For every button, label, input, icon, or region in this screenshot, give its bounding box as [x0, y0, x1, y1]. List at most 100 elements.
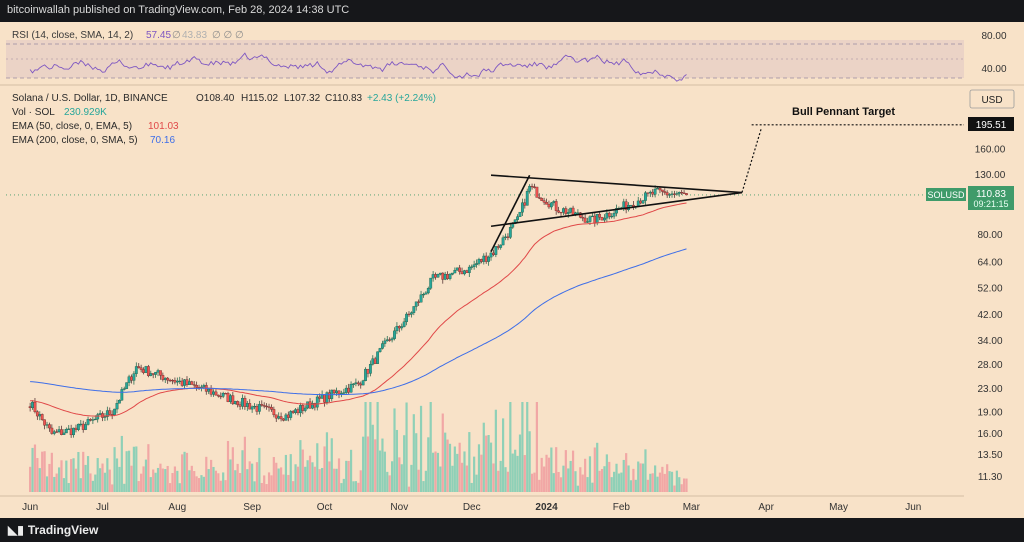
volume-bar: [181, 454, 184, 492]
legend-symbol: Solana / U.S. Dollar, 1D, BINANCE: [12, 93, 168, 104]
candle-body: [373, 358, 377, 364]
candle-body: [130, 376, 133, 381]
volume-bar: [564, 450, 567, 492]
candle-body: [368, 364, 372, 374]
volume-bar: [620, 472, 623, 492]
volume-bar: [603, 466, 606, 492]
volume-bar: [260, 482, 263, 492]
candle-body: [586, 221, 589, 223]
volume-bar: [412, 414, 415, 492]
volume-bar: [65, 460, 68, 492]
candle-body: [648, 191, 652, 194]
candle-body: [243, 397, 247, 407]
rsi-pane: RSI (14, close, SMA, 14, 2) 57.45 ∅ 43.8…: [6, 30, 1007, 82]
volume-bar: [318, 469, 321, 492]
volume-bar: [424, 470, 427, 492]
volume-bar: [45, 476, 49, 492]
volume-bar: [439, 466, 442, 492]
candle-body: [540, 198, 544, 201]
candle-body: [482, 255, 486, 262]
price-chart[interactable]: RSI (14, close, SMA, 14, 2) 57.45 ∅ 43.8…: [0, 22, 1024, 518]
candle-body: [327, 392, 331, 399]
volume-bar: [545, 454, 548, 492]
volume-bar: [364, 402, 367, 492]
candle-body: [518, 211, 522, 217]
candle-body: [492, 252, 495, 255]
candle-body: [320, 394, 324, 399]
volume-bar: [417, 469, 420, 492]
volume-bar: [72, 458, 75, 492]
volume-bar: [212, 466, 215, 492]
candle-body: [72, 427, 75, 436]
chart-panel[interactable]: RSI (14, close, SMA, 14, 2) 57.45 ∅ 43.8…: [0, 22, 1024, 518]
candle-body: [525, 191, 529, 206]
candle-body: [429, 277, 433, 289]
volume-bar: [453, 446, 456, 492]
volume-bar: [381, 438, 384, 492]
candle-body: [516, 216, 519, 220]
volume-bars: [29, 402, 688, 492]
candle-body: [298, 405, 302, 414]
volume-bar: [538, 479, 541, 492]
volume-bar: [605, 454, 608, 492]
price-axis-label: 19.00: [977, 408, 1002, 419]
price-axis[interactable]: 160.00 130.00 80.00 64.00 52.00 42.00 34.00 28.…: [975, 145, 1006, 483]
volume-bar: [154, 472, 157, 492]
target-price-value: 195.51: [976, 120, 1007, 131]
volume-bar: [547, 457, 551, 492]
tradingview-logo[interactable]: ◣▮ TradingView: [8, 523, 98, 537]
candle-body: [28, 406, 32, 409]
volume-bar: [214, 470, 218, 492]
volume-bar: [267, 472, 271, 492]
volume-bar: [140, 473, 143, 492]
volume-bar: [161, 468, 164, 492]
volume-bar: [501, 418, 505, 492]
tradingview-brand: TradingView: [27, 523, 99, 537]
candle-body: [576, 212, 580, 214]
volume-bar: [444, 432, 447, 492]
price-axis-label: 80.00: [977, 230, 1002, 241]
candle-body: [446, 274, 449, 279]
volume-bar: [448, 443, 452, 492]
volume-bar: [487, 434, 490, 492]
candle-body: [559, 211, 563, 214]
price-axis-label: 23.00: [977, 384, 1002, 395]
currency-label[interactable]: USD: [981, 95, 1002, 106]
volume-bar: [152, 469, 155, 492]
time-axis-label: May: [829, 502, 848, 513]
volume-bar: [231, 447, 234, 492]
volume-bar: [427, 437, 430, 492]
candle-body: [103, 416, 107, 418]
volume-bar: [159, 463, 162, 492]
volume-bar: [675, 470, 678, 492]
price-axis-label: 42.00: [977, 310, 1002, 321]
candle-body: [161, 375, 165, 380]
volume-bar: [518, 434, 522, 492]
volume-bar: [552, 473, 555, 492]
time-axis[interactable]: Jun Jul Aug Sep Oct Nov Dec 2024 Feb Mar Apr May Jun: [22, 502, 921, 513]
candle-body: [414, 301, 418, 307]
volume-bar: [108, 469, 111, 492]
volume-bar: [313, 466, 316, 492]
volume-bar: [190, 465, 193, 492]
currency-button[interactable]: [969, 89, 1015, 109]
volume-bar: [540, 457, 543, 492]
candle-body: [159, 370, 162, 376]
candle-body: [303, 407, 307, 411]
candle-body: [212, 391, 215, 395]
candle-body: [521, 202, 524, 213]
candle-body: [424, 292, 428, 295]
volume-bar: [468, 432, 471, 492]
volume-bar: [627, 465, 630, 492]
candle-body: [173, 380, 177, 383]
ticker-tag-text: SOLUSD: [927, 190, 965, 200]
top-bar: bitcoinwallah published on TradingView.c…: [0, 0, 1024, 22]
candle-body: [390, 338, 394, 341]
volume-bar: [441, 413, 444, 492]
candle-body: [192, 384, 196, 386]
price-axis-label: 28.00: [977, 360, 1002, 371]
candle-body: [233, 401, 237, 405]
price-axis-label: 34.00: [977, 336, 1002, 347]
volume-bar: [258, 447, 261, 492]
candle-body: [607, 212, 611, 217]
